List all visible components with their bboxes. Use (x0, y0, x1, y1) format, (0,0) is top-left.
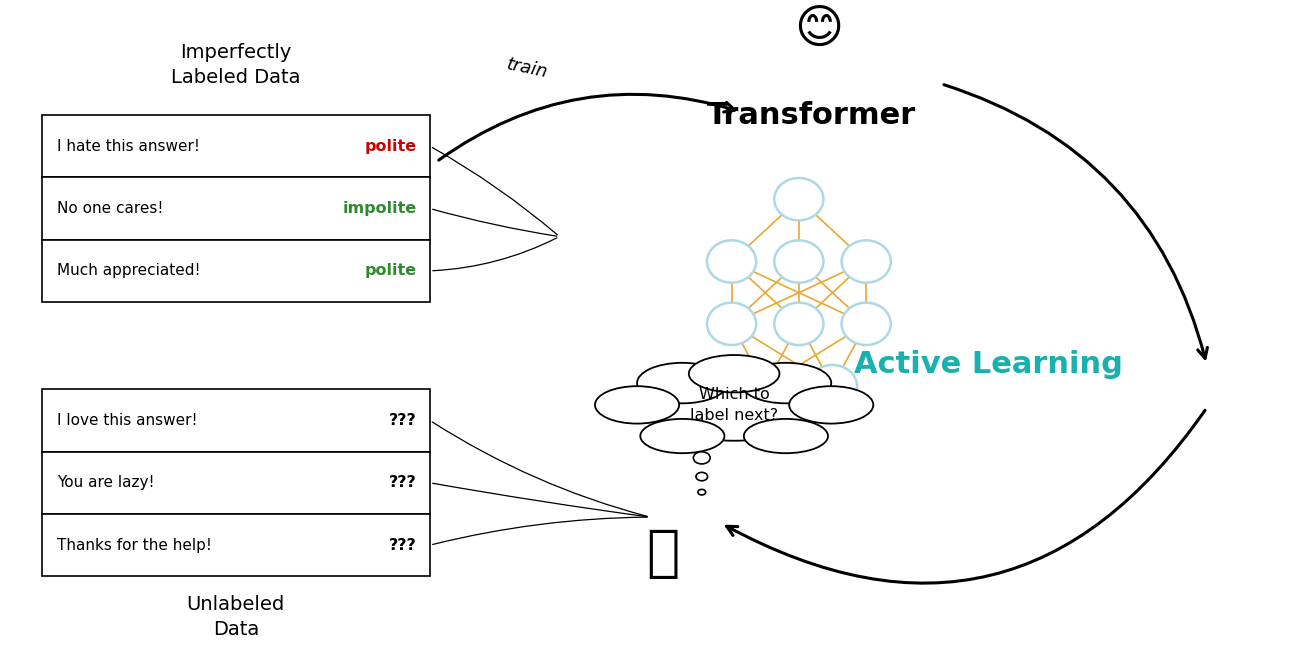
Text: I love this answer!: I love this answer! (57, 413, 198, 428)
Ellipse shape (698, 489, 706, 495)
Text: ???: ??? (389, 475, 417, 491)
Ellipse shape (775, 178, 823, 220)
FancyBboxPatch shape (42, 514, 430, 576)
Ellipse shape (689, 355, 780, 393)
Text: 🤔: 🤔 (646, 527, 680, 581)
Text: impolite: impolite (343, 201, 417, 216)
FancyBboxPatch shape (42, 240, 430, 302)
Text: I hate this answer!: I hate this answer! (57, 139, 200, 154)
Ellipse shape (707, 303, 757, 345)
FancyBboxPatch shape (42, 115, 430, 178)
FancyBboxPatch shape (42, 389, 430, 452)
Text: polite: polite (365, 263, 417, 279)
Ellipse shape (637, 363, 728, 403)
Ellipse shape (841, 240, 891, 283)
Text: Active Learning: Active Learning (854, 350, 1122, 379)
Text: Unlabeled
Data: Unlabeled Data (187, 595, 285, 639)
Ellipse shape (744, 419, 828, 453)
Text: Much appreciated!: Much appreciated! (57, 263, 200, 279)
FancyBboxPatch shape (42, 452, 430, 514)
Text: Which to
label next?: Which to label next? (690, 387, 779, 423)
Ellipse shape (641, 419, 724, 453)
Text: Thanks for the help!: Thanks for the help! (57, 538, 212, 553)
Ellipse shape (659, 382, 809, 441)
Ellipse shape (741, 363, 831, 403)
Text: 😊: 😊 (794, 8, 842, 53)
Ellipse shape (741, 365, 790, 408)
Ellipse shape (595, 386, 679, 424)
Text: ???: ??? (389, 538, 417, 553)
Ellipse shape (807, 365, 857, 408)
Text: ???: ??? (389, 413, 417, 428)
Text: polite: polite (365, 139, 417, 154)
FancyBboxPatch shape (42, 178, 430, 240)
Text: Imperfectly
Labeled Data: Imperfectly Labeled Data (172, 43, 300, 87)
Ellipse shape (775, 303, 823, 345)
Ellipse shape (693, 452, 710, 464)
Ellipse shape (696, 472, 707, 481)
Ellipse shape (789, 386, 874, 424)
Text: train: train (504, 55, 550, 82)
Ellipse shape (775, 240, 823, 283)
Text: No one cares!: No one cares! (57, 201, 164, 216)
Ellipse shape (841, 303, 891, 345)
Text: You are lazy!: You are lazy! (57, 475, 155, 491)
Text: Transformer: Transformer (707, 100, 916, 130)
Ellipse shape (707, 240, 757, 283)
